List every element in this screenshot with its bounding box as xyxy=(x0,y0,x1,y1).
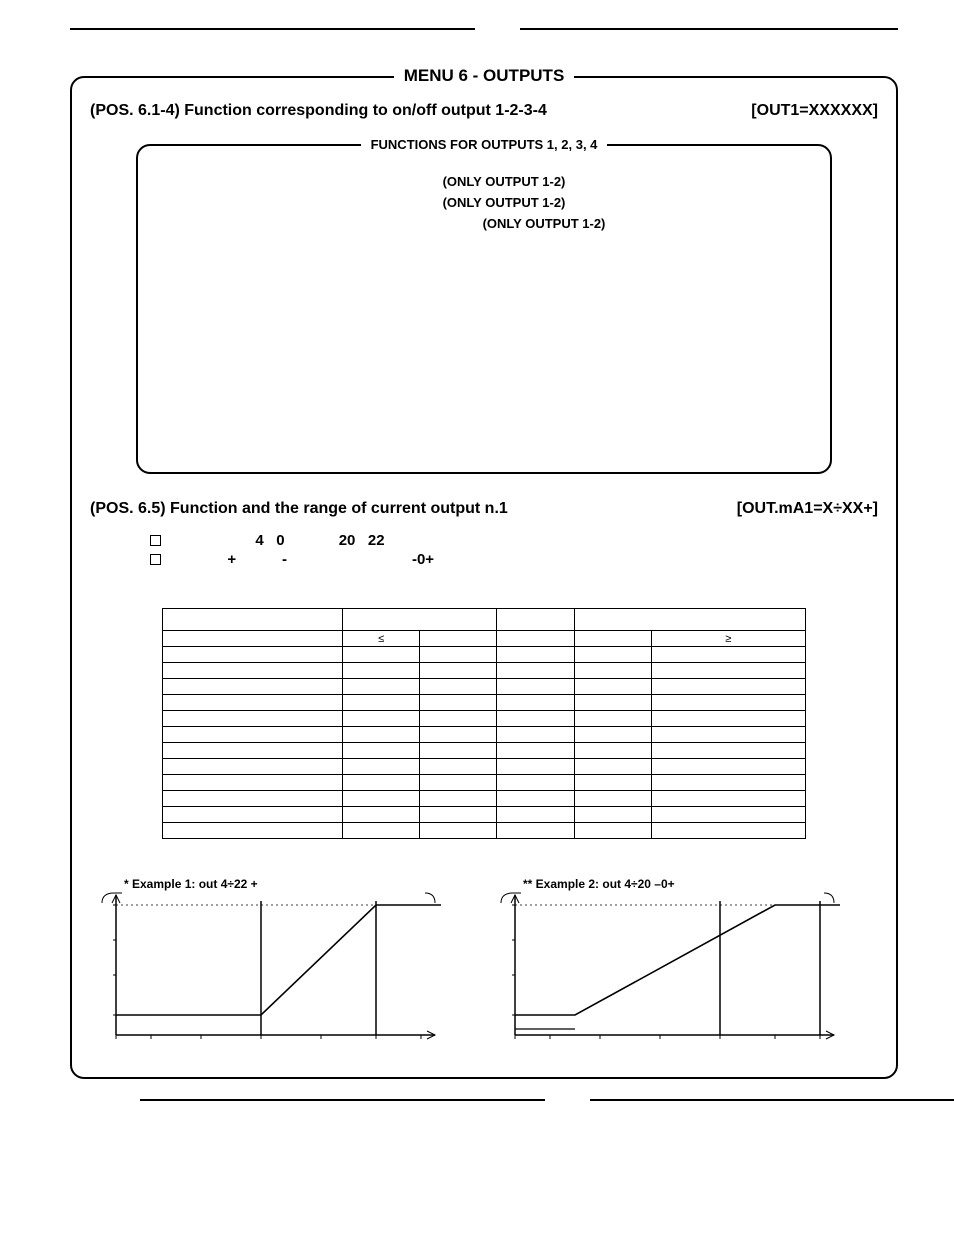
pos65-title-right: [OUT.mA1=X÷XX+] xyxy=(737,500,878,518)
functions-line-3: (ONLY OUTPUT 1-2) xyxy=(158,216,810,231)
functions-fieldset: FUNCTIONS FOR OUTPUTS 1, 2, 3, 4 (ONLY O… xyxy=(136,144,832,474)
bullet-row-1: 4 0 20 22 xyxy=(150,532,878,549)
functions-line-1: (ONLY OUTPUT 1-2) xyxy=(158,174,810,189)
example-1-chart xyxy=(96,885,441,1055)
functions-line-2: (ONLY OUTPUT 1-2) xyxy=(158,195,810,210)
bullet1-text: 4 0 20 22 xyxy=(255,532,384,549)
example-1-title: * Example 1: out 4÷22 + xyxy=(116,877,266,891)
range-table-wrap: ≤≥ xyxy=(162,608,806,839)
pos61-header: (POS. 6.1-4) Function corresponding to o… xyxy=(90,102,878,120)
example-2: ** Example 2: out 4÷20 –0+ xyxy=(495,885,872,1055)
bullet2-text: + - -0+ xyxy=(227,551,434,568)
header-rules xyxy=(70,28,898,34)
checkbox-icon xyxy=(150,535,161,546)
menu-title: MENU 6 - OUTPUTS xyxy=(394,66,575,85)
example-2-title: ** Example 2: out 4÷20 –0+ xyxy=(515,877,683,891)
examples-row: * Example 1: out 4÷22 + ** Example 2: ou… xyxy=(96,885,872,1055)
pos65-bullets: 4 0 20 22 + - -0+ xyxy=(150,532,878,568)
page: MENU 6 - OUTPUTS (POS. 6.1-4) Function c… xyxy=(0,0,954,1141)
pos61-title-left: (POS. 6.1-4) Function corresponding to o… xyxy=(90,102,547,120)
range-table: ≤≥ xyxy=(162,608,806,839)
footer-rules xyxy=(70,1099,898,1101)
pos61-title-right: [OUT1=XXXXXX] xyxy=(751,102,878,120)
example-2-chart xyxy=(495,885,840,1055)
pos65-title-left: (POS. 6.5) Function and the range of cur… xyxy=(90,500,508,518)
example-1: * Example 1: out 4÷22 + xyxy=(96,885,473,1055)
main-fieldset: MENU 6 - OUTPUTS (POS. 6.1-4) Function c… xyxy=(70,76,898,1079)
checkbox-icon xyxy=(150,554,161,565)
pos65-header: (POS. 6.5) Function and the range of cur… xyxy=(90,500,878,518)
menu-title-legend: MENU 6 - OUTPUTS xyxy=(72,66,896,86)
functions-legend-text: FUNCTIONS FOR OUTPUTS 1, 2, 3, 4 xyxy=(361,137,608,152)
bullet-row-2: + - -0+ xyxy=(150,551,878,568)
functions-legend: FUNCTIONS FOR OUTPUTS 1, 2, 3, 4 xyxy=(138,137,830,152)
